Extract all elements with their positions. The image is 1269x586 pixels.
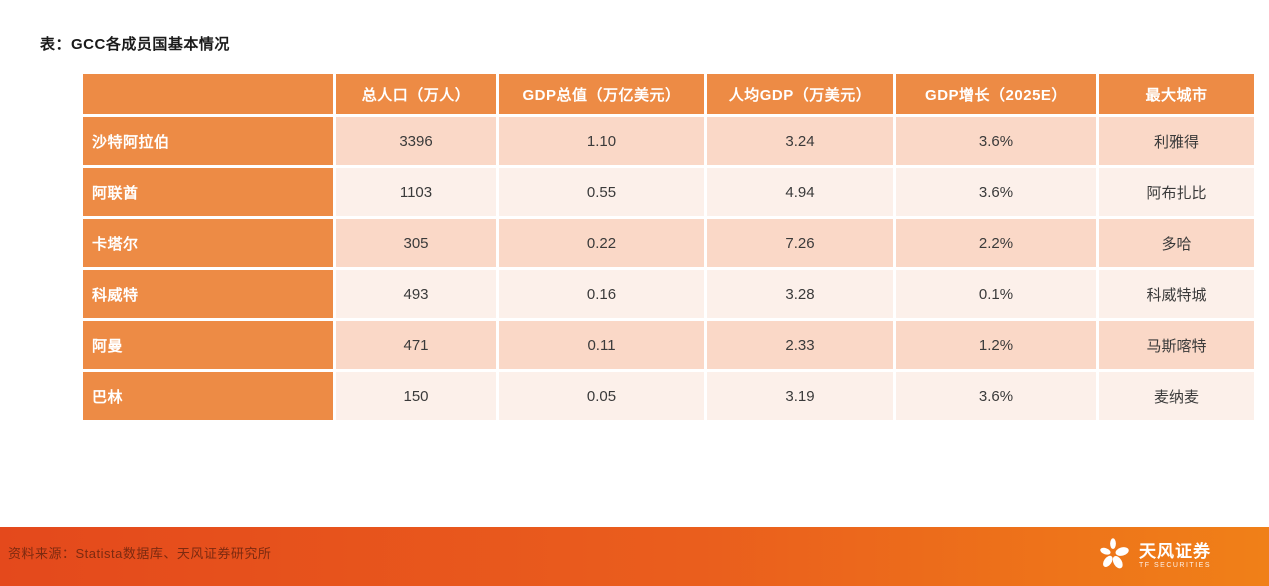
logo-text-block: 天风证券 TF SECURITIES [1139,543,1211,569]
cell-population: 471 [336,321,496,369]
cell-largest-city: 利雅得 [1099,117,1254,165]
cell-gdp-per-capita: 4.94 [707,168,893,216]
cell-gdp-per-capita: 7.26 [707,219,893,267]
cell-largest-city: 科威特城 [1099,270,1254,318]
cell-country: 科威特 [83,270,333,318]
cell-population: 493 [336,270,496,318]
cell-population: 1103 [336,168,496,216]
cell-population: 3396 [336,117,496,165]
cell-gdp-total: 0.55 [499,168,704,216]
cell-gdp-growth: 3.6% [896,168,1096,216]
cell-gdp-growth: 3.6% [896,117,1096,165]
logo-name: 天风证券 [1138,542,1211,562]
cell-gdp-growth: 0.1% [896,270,1096,318]
cell-largest-city: 阿布扎比 [1099,168,1254,216]
cell-gdp-total: 0.22 [499,219,704,267]
cell-gdp-per-capita: 3.28 [707,270,893,318]
header-population: 总人口（万人） [336,74,496,114]
cell-country: 阿曼 [83,321,333,369]
cell-gdp-per-capita: 3.24 [707,117,893,165]
source-note: 资料来源：Statista数据库、天风证券研究所 [8,546,272,561]
cell-gdp-total: 1.10 [499,117,704,165]
header-largest-city: 最大城市 [1099,74,1254,114]
cell-gdp-total: 0.05 [499,372,704,420]
header-gdp-per-capita: 人均GDP（万美元） [707,74,893,114]
cell-country: 巴林 [83,372,333,420]
cell-population: 150 [336,372,496,420]
cell-population: 305 [336,219,496,267]
header-gdp-total: GDP总值（万亿美元） [499,74,704,114]
page-title: 表：GCC各成员国基本情况 [40,36,230,53]
table-row: 阿联酋 1103 0.55 4.94 3.6% 阿布扎比 [83,168,1254,216]
table-row: 卡塔尔 305 0.22 7.26 2.2% 多哈 [83,219,1254,267]
cell-largest-city: 马斯喀特 [1099,321,1254,369]
table-row: 沙特阿拉伯 3396 1.10 3.24 3.6% 利雅得 [83,117,1254,165]
tf-securities-logo: 天风证券 TF SECURITIES [1095,536,1269,577]
table-header-row: 总人口（万人） GDP总值（万亿美元） 人均GDP（万美元） GDP增长（202… [83,74,1254,114]
table-row: 科威特 493 0.16 3.28 0.1% 科威特城 [83,270,1254,318]
cell-country: 阿联酋 [83,168,333,216]
table-row: 阿曼 471 0.11 2.33 1.2% 马斯喀特 [83,321,1254,369]
cell-gdp-growth: 3.6% [896,372,1096,420]
cell-gdp-total: 0.11 [499,321,704,369]
logo-subtitle: TF SECURITIES [1138,562,1211,569]
header-country [83,74,333,114]
cell-gdp-total: 0.16 [499,270,704,318]
cell-gdp-per-capita: 3.19 [707,372,893,420]
cell-gdp-growth: 1.2% [896,321,1096,369]
table-row: 巴林 150 0.05 3.19 3.6% 麦纳麦 [83,372,1254,420]
footer-bar: 资料来源：Statista数据库、天风证券研究所 天风证券 TF SECURIT… [0,527,1269,586]
cell-largest-city: 多哈 [1099,219,1254,267]
flower-logo-icon [1095,536,1131,577]
cell-country: 沙特阿拉伯 [83,117,333,165]
cell-gdp-per-capita: 2.33 [707,321,893,369]
header-gdp-growth: GDP增长（2025E） [896,74,1096,114]
cell-gdp-growth: 2.2% [896,219,1096,267]
cell-largest-city: 麦纳麦 [1099,372,1254,420]
gcc-members-table: 总人口（万人） GDP总值（万亿美元） 人均GDP（万美元） GDP增长（202… [80,71,1257,423]
cell-country: 卡塔尔 [83,219,333,267]
